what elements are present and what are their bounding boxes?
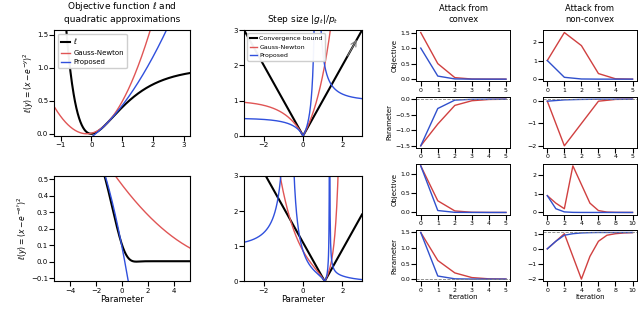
Convergence bound	[310, 113, 318, 117]
X-axis label: Parameter: Parameter	[100, 295, 144, 304]
Proposed	[297, 130, 305, 134]
X-axis label: Iteration: Iteration	[575, 294, 605, 300]
Proposed	[124, 96, 131, 100]
Proposed	[131, 86, 139, 89]
Proposed	[310, 0, 318, 4]
Gauss-Newton	[51, 105, 58, 109]
Gauss-Newton	[124, 88, 132, 92]
Convergence bound	[356, 33, 364, 37]
Title: Attack from
convex: Attack from convex	[439, 4, 488, 24]
Title: Objective function $\ell$ and
quadratic approximations: Objective function $\ell$ and quadratic …	[64, 0, 180, 24]
Line: Proposed: Proposed	[54, 0, 189, 152]
Convergence bound	[241, 28, 248, 32]
Proposed	[299, 134, 307, 137]
Y-axis label: $\ell(y) = (x - e^{-e^y})^2$: $\ell(y) = (x - e^{-e^y})^2$	[15, 197, 29, 260]
Gauss-Newton	[305, 123, 312, 127]
$\ell$	[88, 132, 95, 136]
Convergence bound	[305, 125, 312, 128]
Convergence bound	[358, 28, 366, 32]
Convergence bound	[299, 134, 307, 137]
Y-axis label: $\ell(y) = (x - e^{-y})^2$: $\ell(y) = (x - e^{-y})^2$	[21, 52, 35, 114]
Y-axis label: Objective: Objective	[392, 39, 397, 72]
X-axis label: Parameter: Parameter	[281, 295, 325, 304]
Proposed	[337, 92, 345, 95]
X-axis label: Iteration: Iteration	[449, 294, 478, 300]
$\ell$	[116, 108, 124, 112]
Gauss-Newton	[297, 130, 305, 134]
Gauss-Newton	[131, 72, 139, 75]
$\ell$	[183, 72, 191, 75]
Y-axis label: Parameter: Parameter	[392, 238, 397, 274]
Proposed	[161, 31, 169, 34]
Gauss-Newton	[310, 106, 318, 110]
Line: Gauss-Newton: Gauss-Newton	[244, 0, 362, 135]
Legend: Convergence bound, Gauss-Newton, Proposed: Convergence bound, Gauss-Newton, Propose…	[247, 33, 325, 61]
Proposed	[358, 97, 366, 100]
$\ell$	[162, 77, 170, 81]
Title: Step size $|g_t|/p_t$: Step size $|g_t|/p_t$	[268, 13, 339, 26]
$\ell$	[186, 71, 193, 75]
Line: Convergence bound: Convergence bound	[244, 30, 362, 135]
Proposed	[116, 107, 124, 111]
Title: Attack from
non-convex: Attack from non-convex	[565, 4, 614, 24]
Line: Gauss-Newton: Gauss-Newton	[54, 0, 189, 134]
$\ell$	[115, 109, 123, 113]
Proposed	[241, 117, 248, 121]
Y-axis label: Objective: Objective	[392, 173, 397, 206]
Convergence bound	[297, 130, 305, 134]
Gauss-Newton	[296, 129, 304, 133]
Gauss-Newton	[241, 100, 248, 104]
Line: Proposed: Proposed	[244, 0, 362, 135]
Gauss-Newton	[83, 132, 90, 136]
Gauss-Newton	[116, 104, 124, 108]
Line: $\ell$: $\ell$	[54, 0, 189, 134]
Proposed	[356, 96, 364, 100]
Proposed	[296, 129, 304, 133]
Proposed	[115, 108, 122, 112]
Convergence bound	[296, 128, 304, 132]
Y-axis label: Parameter: Parameter	[387, 105, 392, 141]
Proposed	[305, 119, 312, 123]
Legend: $\ell$, Gauss-Newton, Proposed: $\ell$, Gauss-Newton, Proposed	[58, 34, 127, 68]
Convergence bound	[337, 66, 345, 70]
$\ell$	[124, 100, 132, 104]
Gauss-Newton	[299, 134, 307, 137]
Proposed	[51, 150, 58, 154]
Gauss-Newton	[115, 105, 123, 109]
$\ell$	[131, 94, 139, 98]
